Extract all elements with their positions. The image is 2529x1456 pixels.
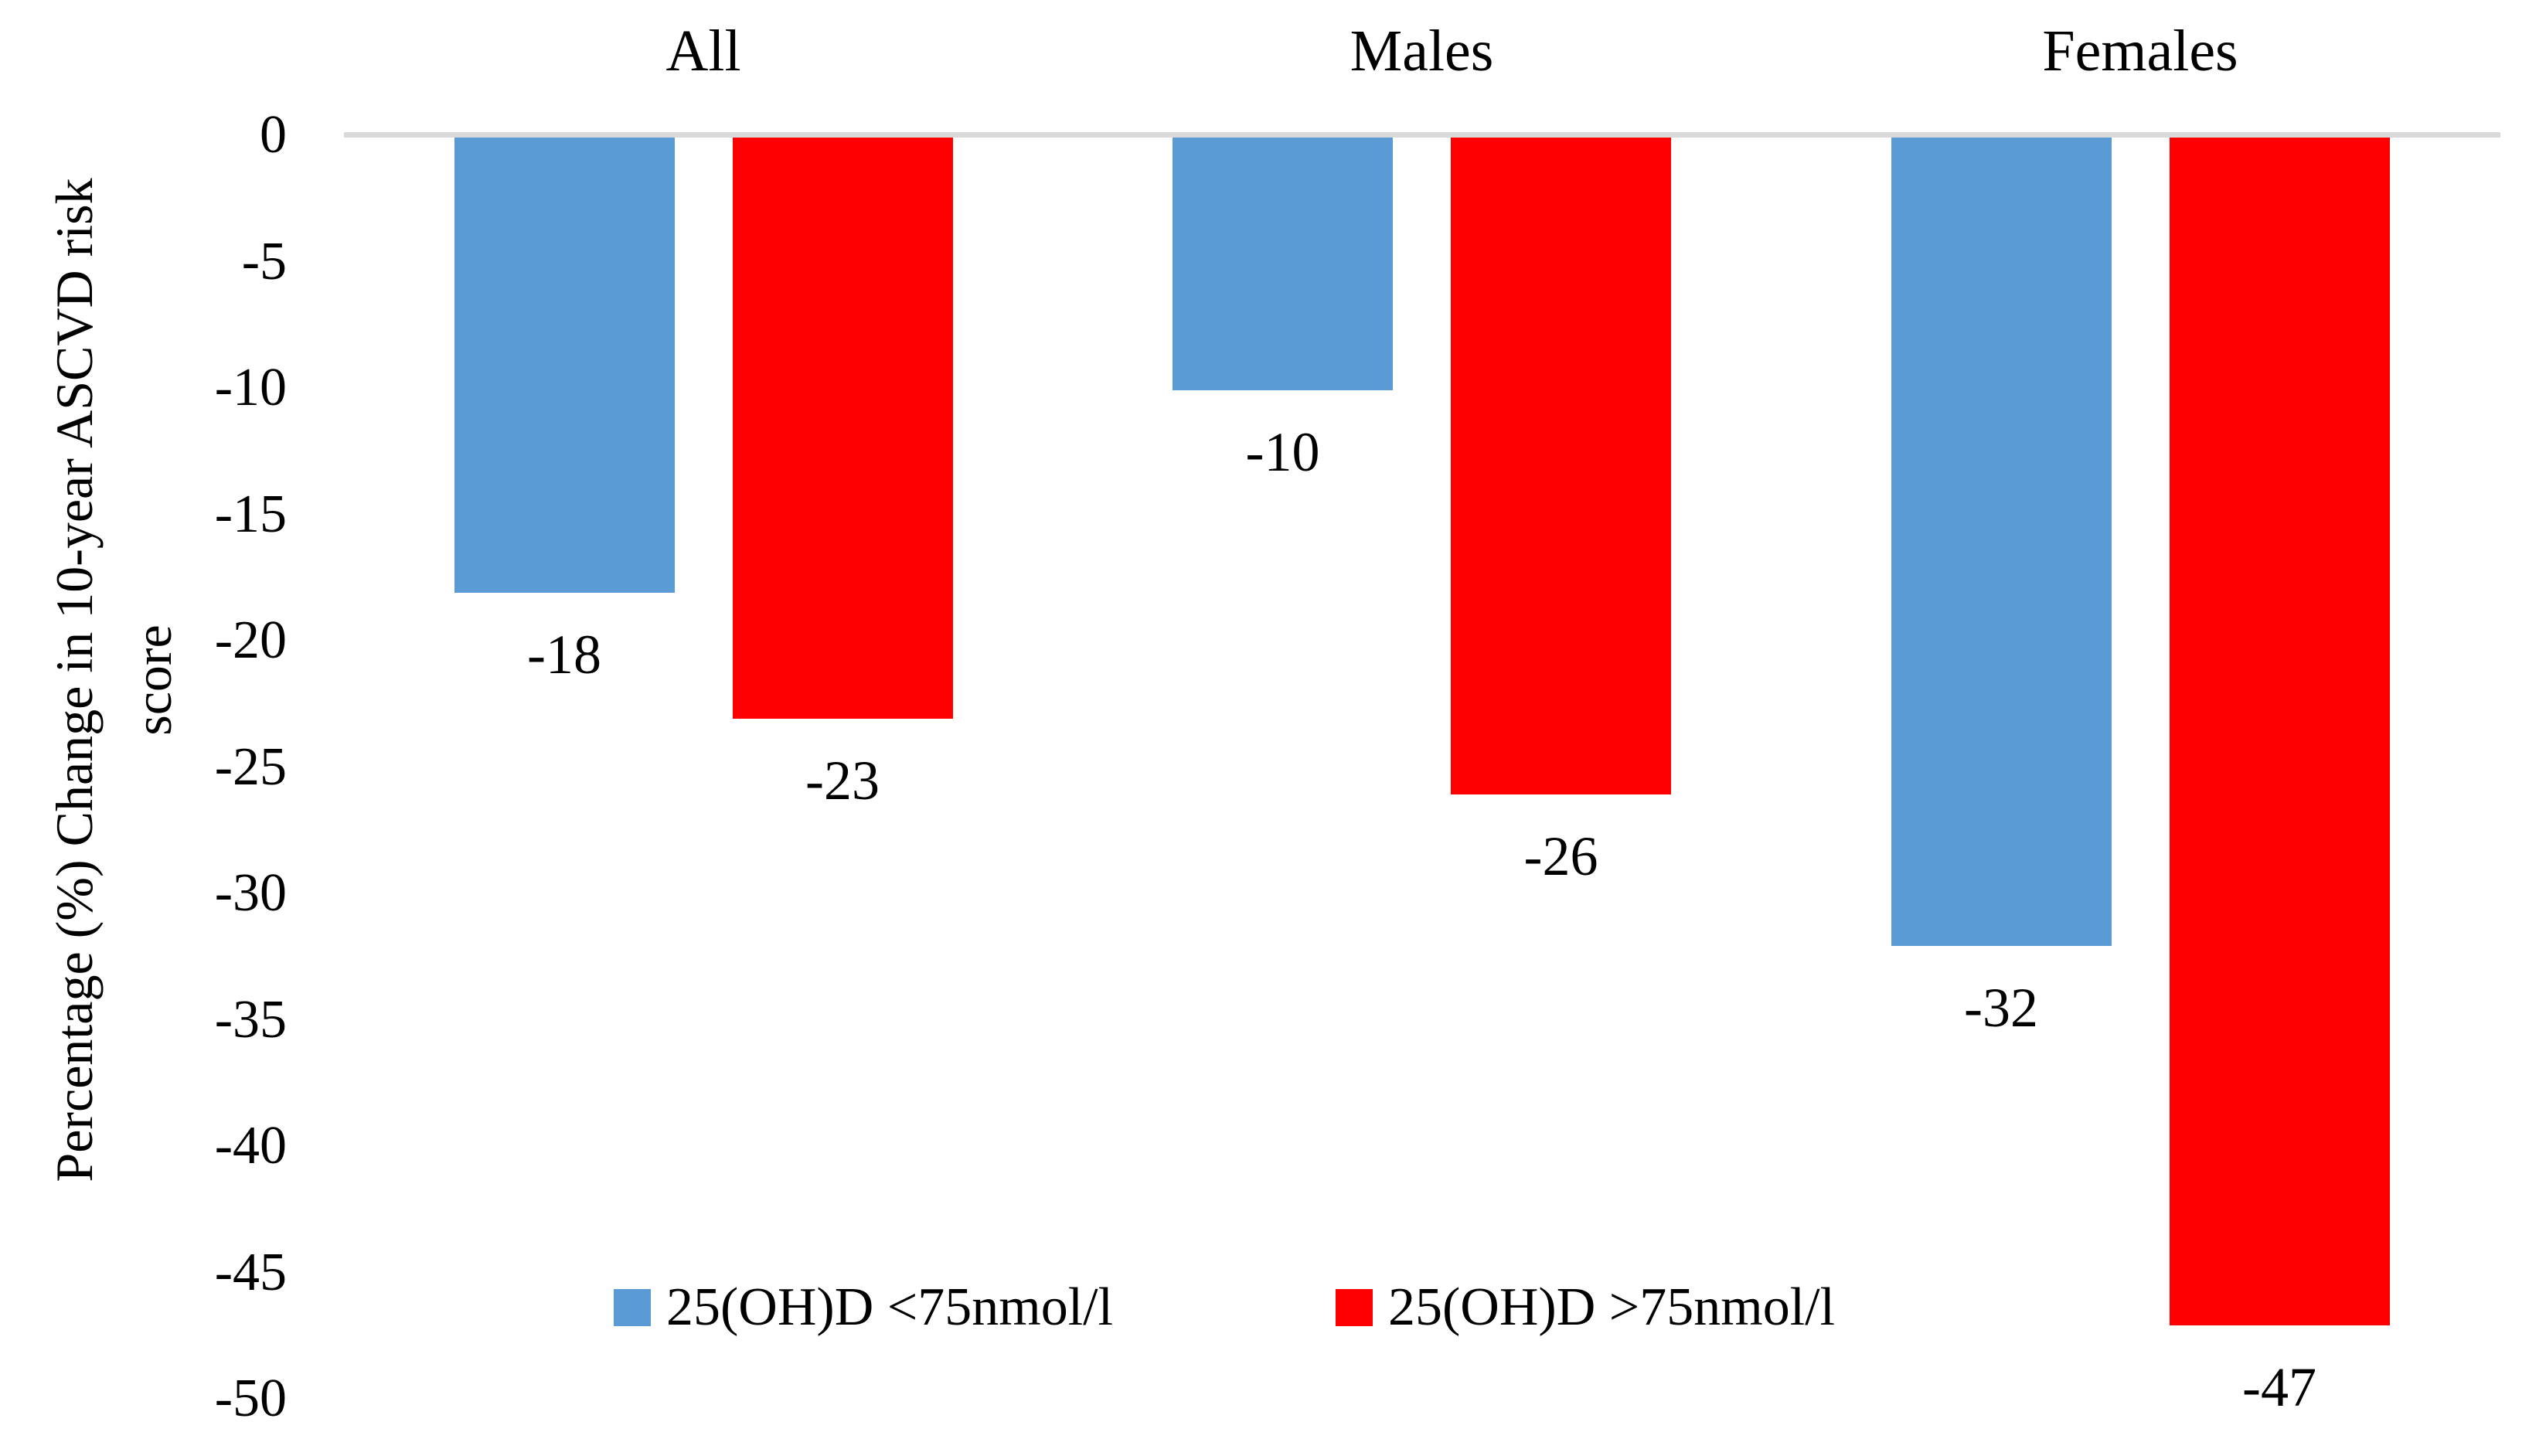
- bar-females-gt75: [2169, 138, 2390, 1325]
- y-tick-label-15: -15: [214, 484, 287, 544]
- y-tick-label-25: -25: [214, 737, 287, 797]
- data-label-all-gt75: -23: [805, 750, 880, 812]
- data-label-females-lt75: -32: [1964, 977, 2038, 1039]
- bar-all-lt75: [454, 138, 675, 593]
- category-label-males: Males: [1350, 19, 1494, 83]
- legend-swatch-gt75: [1336, 1289, 1373, 1326]
- legend-entry-gt75: 25(OH)D >75nmol/l: [1336, 1277, 1835, 1339]
- y-axis-title-line1: Percentage (%) Change in 10-year ASCVD r…: [45, 178, 104, 1182]
- category-label-all: All: [665, 19, 741, 83]
- data-label-males-lt75: -10: [1245, 421, 1320, 483]
- y-tick-label-50: -50: [214, 1369, 287, 1428]
- y-tick-label-20: -20: [214, 611, 287, 670]
- legend-label-gt75: 25(OH)D >75nmol/l: [1388, 1277, 1836, 1337]
- y-tick-label-5: -5: [241, 231, 287, 291]
- y-tick-label-10: -10: [214, 358, 287, 417]
- y-tick-label-40: -40: [214, 1116, 287, 1175]
- bar-females-lt75: [1891, 138, 2112, 947]
- y-axis-title-line2: score: [124, 624, 182, 736]
- x-axis-zero-line: [344, 132, 2500, 138]
- data-label-males-gt75: -26: [1523, 825, 1598, 888]
- bar-all-gt75: [732, 138, 953, 719]
- y-axis-title: Percentage (%) Change in 10-year ASCVD r…: [35, 178, 192, 1182]
- bar-males-gt75: [1451, 138, 1671, 795]
- y-tick-label-35: -35: [214, 989, 287, 1049]
- y-tick-label-0: 0: [260, 105, 287, 165]
- data-label-all-lt75: -18: [527, 623, 601, 685]
- category-label-females: Females: [2042, 19, 2238, 83]
- legend-label-lt75: 25(OH)D <75nmol/l: [666, 1277, 1114, 1337]
- y-tick-label-45: -45: [214, 1242, 287, 1302]
- y-tick-label-30: -30: [214, 863, 287, 923]
- legend-swatch-lt75: [614, 1289, 651, 1326]
- data-label-females-gt75: -47: [2242, 1356, 2316, 1418]
- bar-males-lt75: [1173, 138, 1393, 390]
- legend-entry-lt75: 25(OH)D <75nmol/l: [614, 1277, 1113, 1339]
